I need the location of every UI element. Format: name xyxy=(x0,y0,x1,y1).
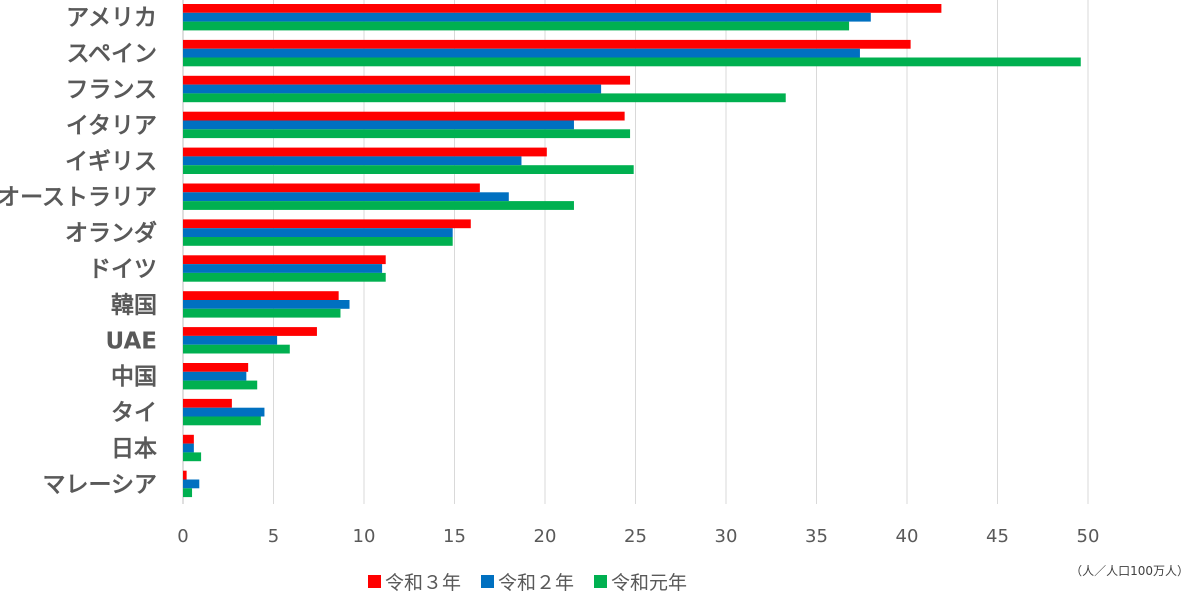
x-tick-label: 35 xyxy=(805,526,828,547)
bar xyxy=(183,192,509,202)
legend-label: 令和元年 xyxy=(611,572,688,594)
bar xyxy=(183,4,942,13)
bar xyxy=(183,479,200,489)
x-tick-label: 10 xyxy=(353,526,376,547)
bar xyxy=(183,39,911,49)
legend-item-series-1: 令和２年 xyxy=(481,568,574,595)
bar xyxy=(183,237,453,246)
category-label: ドイツ xyxy=(88,257,157,283)
category-label: タイ xyxy=(111,400,157,426)
bar xyxy=(183,407,265,417)
gridlines xyxy=(182,0,1089,504)
category-label: イタリア xyxy=(66,113,157,139)
legend-swatch xyxy=(594,575,608,588)
category-label: イギリス xyxy=(65,149,157,175)
bar xyxy=(183,470,187,480)
bars xyxy=(183,4,1081,498)
x-tick-label: 5 xyxy=(268,526,279,547)
bar xyxy=(183,488,193,498)
category-label: 中国 xyxy=(111,364,157,390)
category-label: UAE xyxy=(106,328,157,354)
bar xyxy=(183,363,249,372)
category-label: オーストラリア xyxy=(0,185,157,211)
bar xyxy=(183,183,480,193)
legend-swatch xyxy=(481,575,495,588)
bar xyxy=(183,380,258,390)
bar xyxy=(183,84,602,94)
legend-label: 令和２年 xyxy=(498,572,575,594)
bar xyxy=(183,147,547,157)
bar xyxy=(183,300,350,309)
legend-swatch xyxy=(368,575,381,588)
x-tick-label: 30 xyxy=(715,526,738,547)
bar xyxy=(183,219,471,229)
bar xyxy=(183,327,317,336)
bar xyxy=(183,452,202,462)
bar xyxy=(183,93,786,103)
bar xyxy=(183,12,871,22)
unit-note: （人／人口100万人） xyxy=(1070,564,1189,578)
bar xyxy=(183,48,860,58)
bar xyxy=(183,255,386,265)
legend-item-series-0: 令和３年 xyxy=(368,568,461,595)
bar xyxy=(183,165,634,174)
bar xyxy=(183,344,290,354)
bar xyxy=(183,308,341,318)
category-label: マレーシア xyxy=(42,472,157,498)
category-label: アメリカ xyxy=(66,5,157,31)
bar xyxy=(183,398,232,408)
bar xyxy=(183,335,278,345)
x-tick-label: 20 xyxy=(534,526,557,547)
category-label: フランス xyxy=(65,77,157,103)
bar xyxy=(183,264,383,273)
x-tick-label: 45 xyxy=(986,526,1009,547)
bar xyxy=(183,21,850,31)
bar xyxy=(183,291,339,300)
category-label: 韓国 xyxy=(111,291,157,318)
bar xyxy=(183,129,631,139)
category-label: オランダ xyxy=(65,220,157,247)
category-label: 日本 xyxy=(111,436,157,462)
bar xyxy=(183,416,261,426)
x-tick-label: 25 xyxy=(624,526,647,547)
legend-label: 令和３年 xyxy=(385,572,462,594)
legend: 令和３年 令和２年 令和元年 xyxy=(368,568,687,595)
bar xyxy=(183,371,247,381)
category-label: スペイン xyxy=(67,41,157,67)
legend-item-series-2: 令和元年 xyxy=(594,568,687,595)
bar xyxy=(183,228,453,237)
x-tick-label: 40 xyxy=(896,526,919,547)
bar xyxy=(183,434,194,444)
bar xyxy=(183,156,522,166)
x-tick-label: 15 xyxy=(443,526,466,547)
bar xyxy=(183,111,625,121)
bar xyxy=(183,75,631,85)
bar xyxy=(183,201,574,210)
x-tick-label: 0 xyxy=(177,526,188,547)
bar xyxy=(183,120,574,130)
bar xyxy=(183,57,1081,67)
x-tick-labels: 0 5 10 15 20 25 30 35 40 45 50 xyxy=(177,526,1099,547)
x-tick-label: 50 xyxy=(1077,526,1100,547)
bar xyxy=(183,272,386,282)
bar xyxy=(183,443,194,453)
